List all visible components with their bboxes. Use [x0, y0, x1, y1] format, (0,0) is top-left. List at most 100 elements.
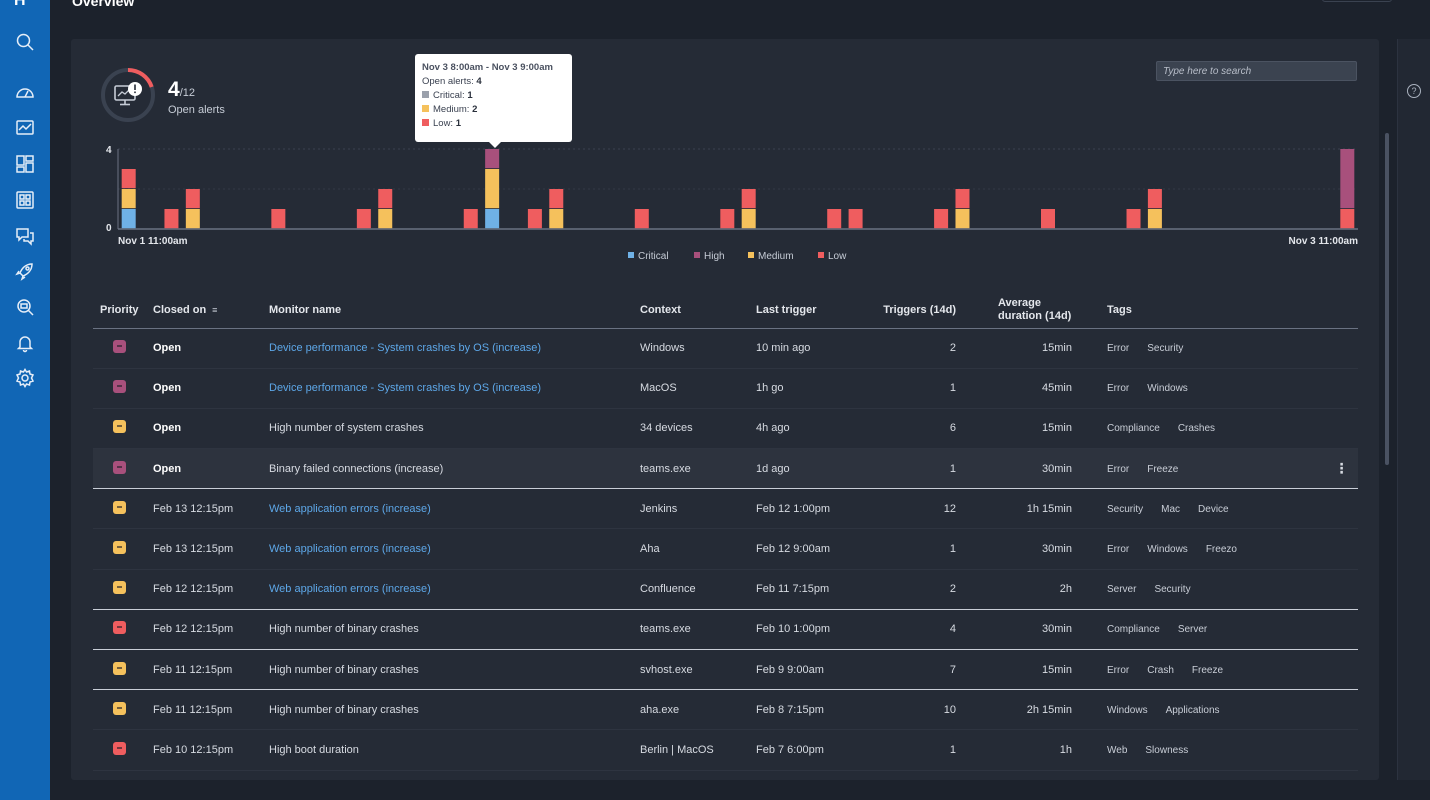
header-triggers[interactable]: Triggers (14d) [856, 293, 956, 329]
monitor-name[interactable]: Web application errors (increase) [269, 583, 431, 596]
table-row[interactable]: Feb 11 12:15pm High number of binary cras… [93, 689, 1358, 731]
tag[interactable]: Error [1107, 343, 1130, 355]
triggers-cell: 1 [856, 448, 956, 490]
triggers-cell: 2 [856, 569, 956, 610]
bar-segment-critical [485, 209, 500, 229]
header-tags[interactable]: Tags [1107, 293, 1325, 329]
last-trigger-cell: Feb 11 7:15pm [756, 569, 856, 610]
tag[interactable]: Freezo [1205, 544, 1237, 556]
tag[interactable]: Web [1107, 744, 1128, 756]
context-cell: MacOS [640, 368, 756, 409]
app-logo[interactable]: H [14, 0, 29, 9]
open-alerts-ring [101, 68, 155, 122]
context-cell: Jenkins [640, 488, 756, 530]
monitor-name[interactable]: Web application errors (increase) [269, 543, 431, 556]
tag[interactable]: Error [1107, 544, 1130, 556]
context-cell: aha.exe [640, 689, 756, 731]
bar-segment-low [527, 209, 542, 229]
table-row[interactable]: Feb 12 12:15pm High number of binary cras… [93, 609, 1358, 651]
bar-segment-low [1147, 189, 1162, 209]
tag[interactable]: Crashes [1177, 423, 1216, 435]
last-trigger-cell: Feb 7 6:00pm [756, 729, 856, 771]
legend-swatch [818, 252, 824, 258]
table-row[interactable]: Feb 10 12:15pm High boot duration Berlin |… [93, 729, 1358, 771]
search-icon[interactable] [14, 31, 36, 53]
priority-high-icon [113, 460, 126, 474]
monitor-chart-icon[interactable] [14, 117, 36, 139]
scrollbar[interactable] [1385, 133, 1389, 465]
tag[interactable]: Windows [1147, 544, 1188, 556]
table-row[interactable]: Feb 13 12:15pm Web application errors (in… [93, 488, 1358, 530]
tag[interactable]: Applications [1165, 704, 1220, 716]
context-cell: Aha [640, 528, 756, 570]
bell-icon[interactable] [14, 332, 36, 354]
dashboard-icon[interactable] [14, 153, 36, 175]
tag[interactable]: Device [1198, 503, 1229, 515]
chart-tooltip: Nov 3 8:00am - Nov 3 9:00am Open alerts:… [415, 54, 572, 148]
tooltip-row-label: Critical: [433, 90, 465, 101]
tag[interactable]: Server [1107, 584, 1137, 596]
tag[interactable]: Freeze [1191, 664, 1224, 676]
table-row[interactable]: Feb 12 12:15pm Web application errors (in… [93, 569, 1358, 610]
sort-icon[interactable]: ≡ [212, 305, 218, 316]
header-priority[interactable]: Priority [93, 293, 153, 329]
triggers-cell: 1 [856, 729, 956, 771]
table-row[interactable]: Feb 11 12:15pm High number of binary cras… [93, 649, 1358, 691]
tag[interactable]: Error [1107, 664, 1130, 676]
monitor-name[interactable]: Web application errors (increase) [269, 502, 431, 515]
chat-icon[interactable] [14, 225, 36, 247]
tag[interactable]: Security [1107, 503, 1144, 515]
table-row[interactable]: Open Device performance - System crashes … [93, 368, 1358, 409]
header-avg-line2: duration (14d) [998, 310, 1072, 323]
rocket-icon[interactable] [14, 260, 36, 282]
tag[interactable]: Error [1107, 463, 1130, 475]
open-alerts-total: /12 [179, 87, 195, 99]
triggers-cell: 12 [856, 488, 956, 530]
table-row[interactable]: Open High number of system crashes 34 devi… [93, 408, 1358, 450]
header-monitor-name[interactable]: Monitor name [269, 293, 640, 329]
header-context[interactable]: Context [640, 293, 756, 329]
monitor-name: High number of system crashes [269, 422, 424, 435]
header-last-trigger[interactable]: Last trigger [756, 293, 856, 329]
top-action-button[interactable] [1322, 0, 1392, 2]
gear-icon[interactable] [14, 367, 36, 389]
context-cell: 34 devices [640, 408, 756, 450]
tag[interactable]: Security [1154, 584, 1191, 596]
tag[interactable]: Freeze [1147, 463, 1179, 475]
closed-on-cell: Feb 11 12:15pm [153, 689, 269, 731]
bar-segment-low [185, 189, 200, 209]
priority-medium-icon [113, 701, 126, 715]
bar-segment-low [720, 209, 735, 229]
tag[interactable]: Compliance [1107, 423, 1160, 435]
more-options-icon[interactable]: ⋮ [1325, 448, 1358, 490]
help-icon[interactable]: ? [1407, 84, 1421, 98]
table-row[interactable]: Feb 13 12:15pm Web application errors (in… [93, 528, 1358, 570]
last-trigger-cell: 4h ago [756, 408, 856, 450]
apps-grid-icon[interactable] [14, 189, 36, 211]
table-row[interactable]: Open Binary failed connections (increase)… [93, 448, 1358, 490]
tag[interactable]: Compliance [1107, 624, 1160, 636]
monitor-alert-icon [114, 82, 142, 106]
header-average-duration[interactable]: Average duration (14d) [956, 293, 1072, 329]
tag[interactable]: Error [1107, 383, 1130, 395]
search-device-icon[interactable] [14, 296, 36, 318]
tooltip-row: Critical: 1 [422, 89, 565, 103]
tag[interactable]: Mac [1161, 503, 1181, 515]
tag[interactable]: Security [1147, 343, 1184, 355]
header-closed-on[interactable]: Closed on ≡ [153, 293, 269, 329]
duration-cell: 15min [956, 328, 1072, 369]
tag[interactable]: Windows [1147, 383, 1188, 395]
monitor-name[interactable]: Device performance - System crashes by O… [269, 342, 542, 355]
tag[interactable]: Server [1177, 624, 1208, 636]
monitor-name[interactable]: Device performance - System crashes by O… [269, 382, 542, 395]
triggers-cell: 6 [856, 408, 956, 450]
table-row[interactable]: Open Device performance - System crashes … [93, 328, 1358, 369]
x-end-label: Nov 3 11:00am [1289, 236, 1359, 247]
alerts-bar-chart: 4 0 Nov 1 11:00am Nov 3 11:00am Critical High… [106, 145, 1359, 262]
speedometer-icon[interactable] [14, 81, 36, 103]
tag[interactable]: Slowness [1145, 744, 1189, 756]
tag[interactable]: Crash [1147, 664, 1174, 676]
triggers-cell: 4 [856, 609, 956, 651]
tag[interactable]: Windows [1107, 704, 1148, 716]
search-input[interactable] [1156, 61, 1357, 81]
